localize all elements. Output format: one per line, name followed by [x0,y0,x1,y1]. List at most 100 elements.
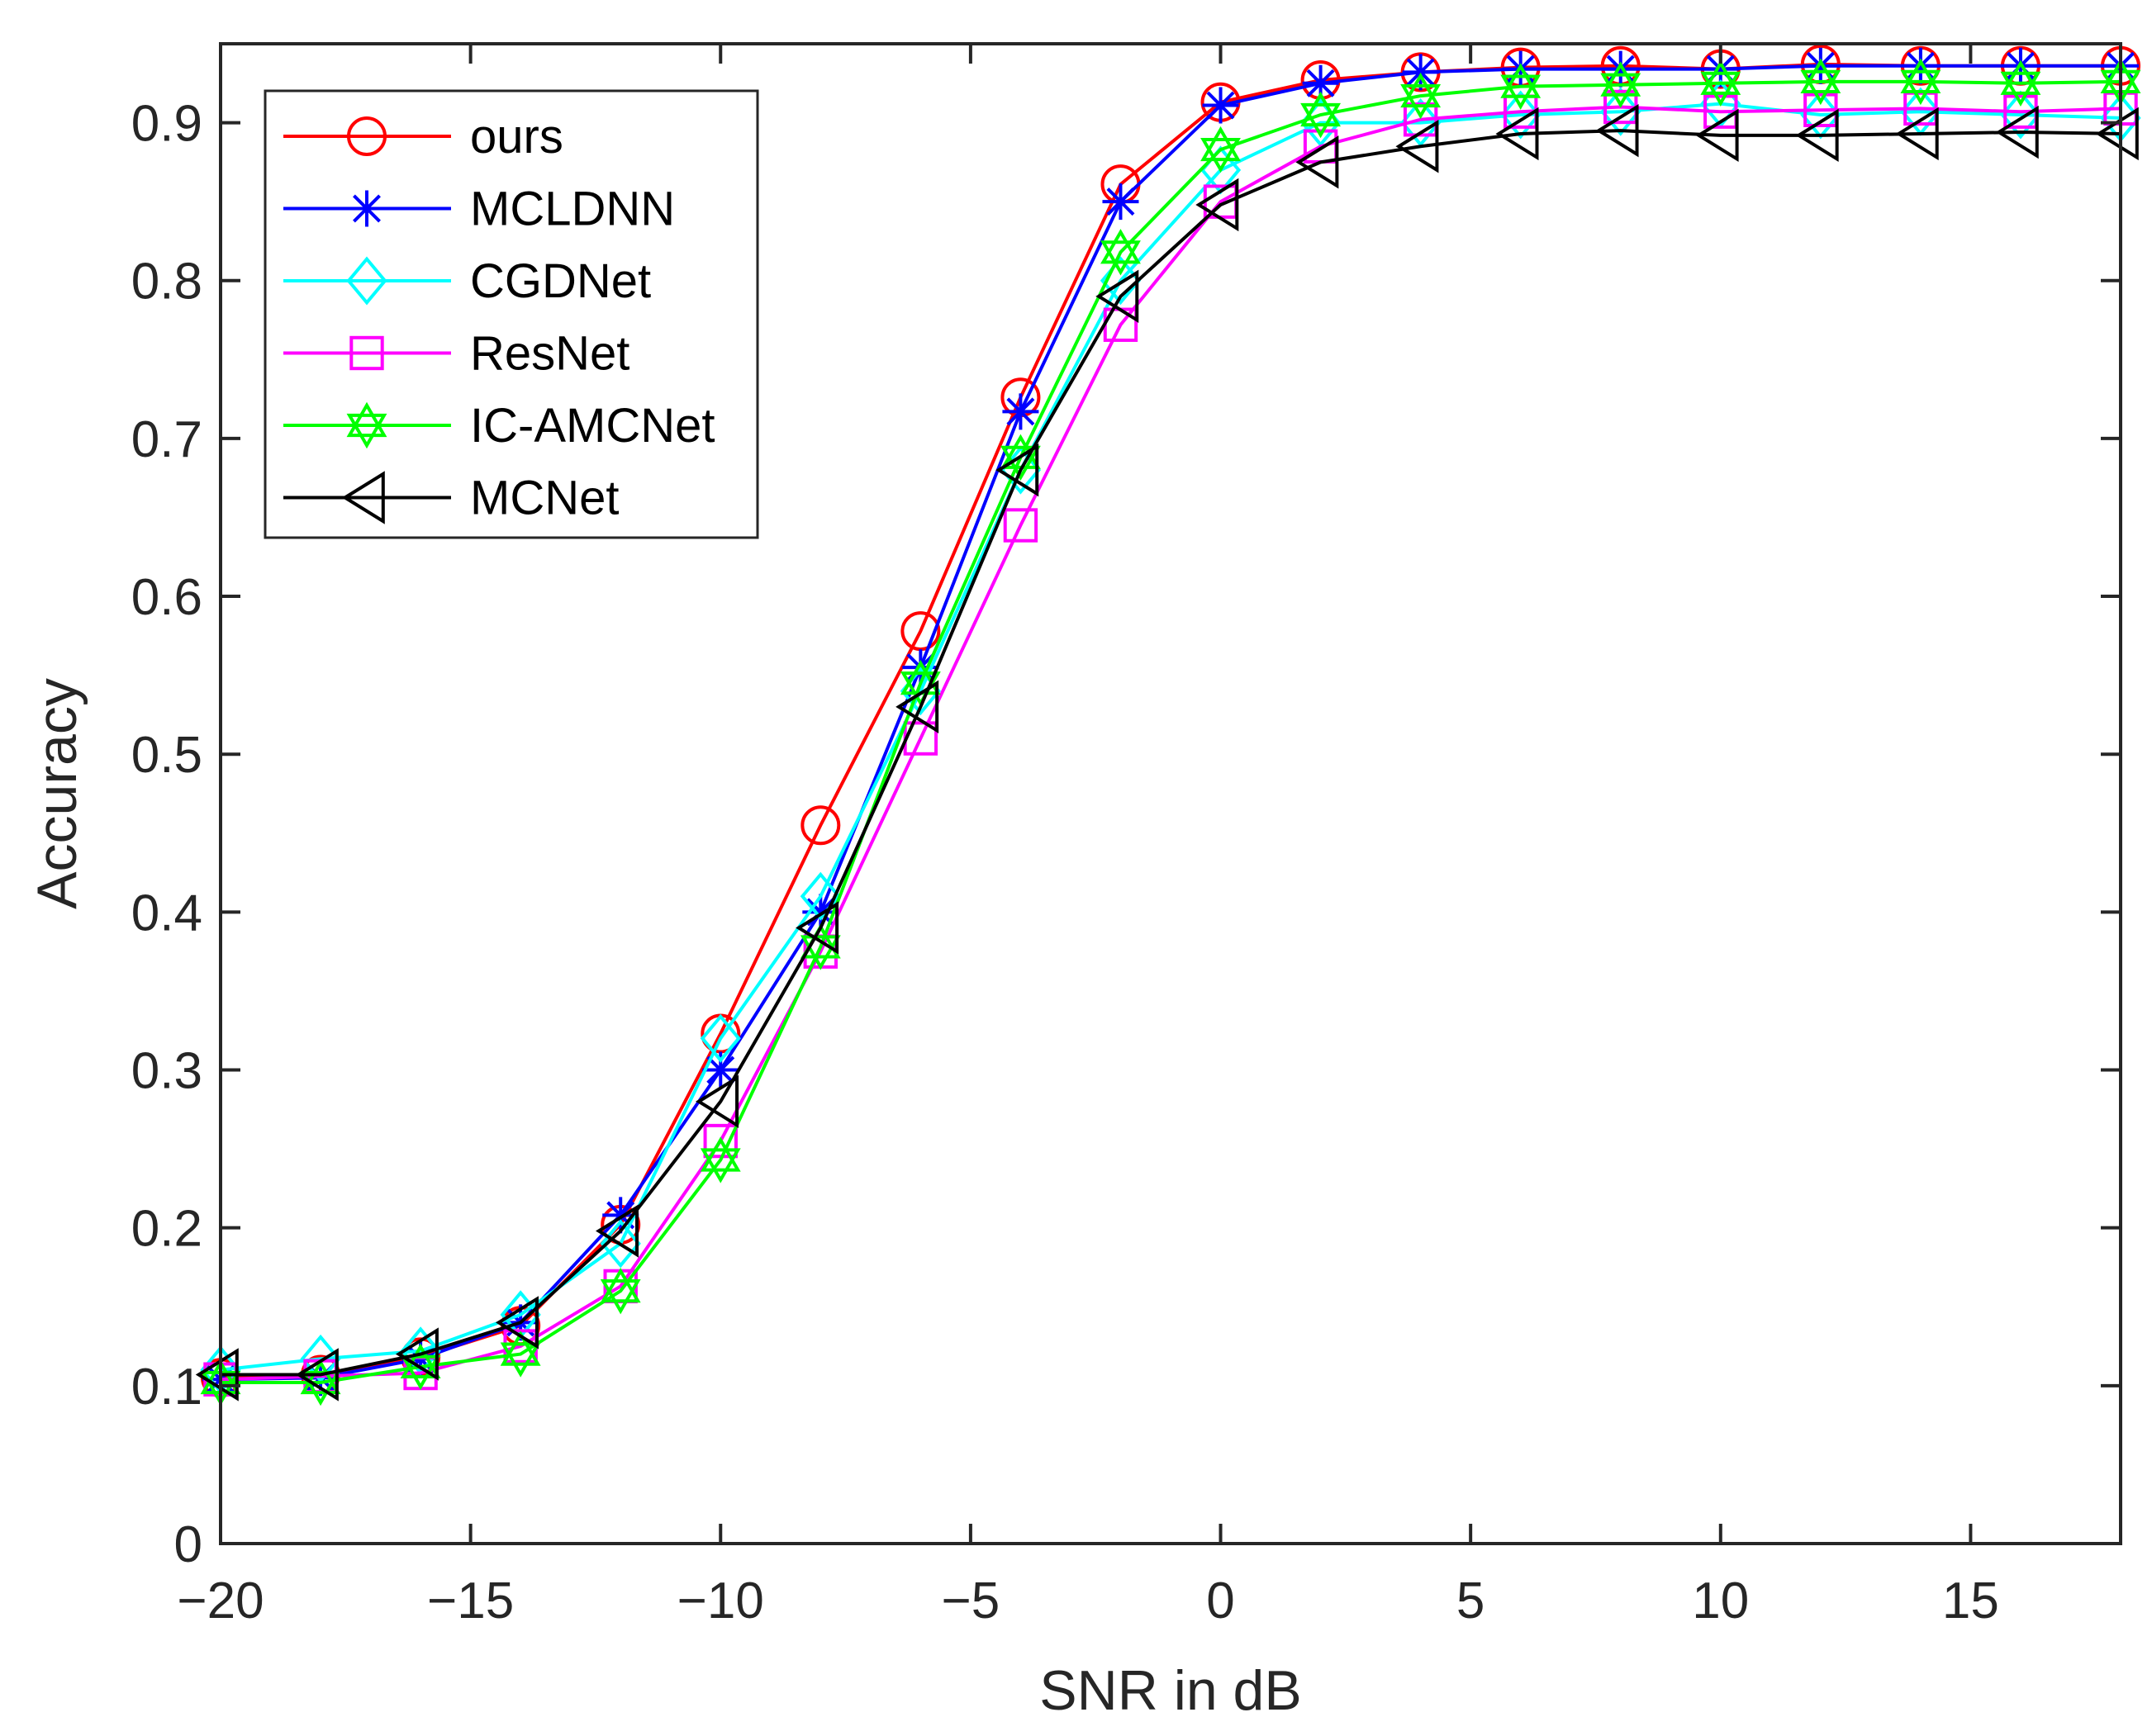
legend-entry: ours [283,110,563,164]
hexagram-marker [1700,59,1741,107]
triangle-marker [895,680,939,734]
y-tick-label: 0.6 [131,569,202,626]
diamond-marker [346,256,387,306]
hexagram-marker [2000,59,2041,107]
diamond-marker [1500,90,1542,140]
asterisk-marker [349,190,385,227]
asterisk-marker [1602,50,1639,88]
triangle-marker [1595,103,1639,158]
asterisk-marker [1002,393,1039,430]
hexagram-marker [346,401,387,449]
y-tick-label: 0.5 [131,727,202,784]
square-marker [1403,102,1438,137]
x-axis-label: SNR in dB [1039,1659,1301,1722]
triangle-marker [1195,178,1239,232]
triangle-marker [1295,135,1339,189]
asterisk-marker [1102,183,1139,221]
diamond-marker [800,871,841,921]
hexagram-marker [1900,58,1941,106]
triangle-marker [395,1327,439,1381]
hexagram-marker [1400,72,1442,120]
x-tick-label: −20 [177,1572,264,1629]
legend-label: MCLDNN [470,183,675,236]
legend-label: IC-AMCNet [470,399,715,453]
hexagram-marker [300,1359,341,1406]
square-marker [1003,508,1038,543]
diamond-marker [1400,98,1442,148]
triangle-marker [596,1204,639,1258]
square-marker [349,335,384,371]
y-axis-label: Accuracy [26,678,88,909]
diamond-marker [2000,90,2041,140]
asterisk-marker [1702,50,1739,88]
y-tick-label: 0.8 [131,254,202,311]
triangle-marker [295,1348,339,1402]
series-mcnet [195,103,2139,1402]
hexagram-marker [1100,229,1141,276]
hexagram-marker [1600,61,1641,108]
x-tick-label: 0 [1206,1572,1234,1629]
asterisk-marker [802,894,839,931]
legend: ours MCLDNN CGDNet ResNet IC-AMCNet MCNet [264,89,759,539]
triangle-marker [1495,107,1539,161]
asterisk-marker [1302,64,1339,102]
asterisk-marker [1802,47,1839,84]
y-tick-label: 0.3 [131,1043,202,1100]
triangle-marker [696,1074,739,1128]
y-tick-label: 0 [174,1516,202,1573]
diamond-marker [1600,87,1641,136]
legend-entry: IC-AMCNet [283,399,715,453]
legend-entry: MCLDNN [283,183,675,236]
asterisk-marker [1202,87,1239,124]
asterisk-marker [702,1051,739,1089]
x-tick-label: 5 [1456,1572,1485,1629]
hexagram-marker [700,1136,741,1183]
diamond-marker [300,1334,341,1383]
x-tick-label: 15 [1942,1572,1999,1629]
legend-entry: CGDNet [283,254,651,308]
triangle-marker [995,443,1039,497]
diamond-marker [700,1013,741,1063]
asterisk-marker [602,1197,639,1234]
circle-marker [347,116,387,156]
asterisk-marker [1902,47,1939,84]
triangle-marker [1995,105,2039,159]
hexagram-marker [1300,91,1342,139]
triangle-marker [1395,120,1439,173]
y-tick-label: 0.9 [131,96,202,153]
triangle-marker [341,471,385,524]
hexagram-marker [1800,58,1841,106]
legend-label: MCNet [470,472,619,525]
triangle-marker [796,901,839,955]
triangle-marker [195,1348,239,1402]
hexagram-marker [500,1330,541,1378]
y-tick-label: 0.4 [131,885,202,942]
hexagram-marker [1500,63,1542,110]
y-tick-label: 0.7 [131,411,202,468]
legend-entry: MCNet [283,471,619,525]
x-tick-label: −10 [677,1572,764,1629]
legend-entry: ResNet [283,327,629,381]
axes: −20 −15 −10 −5 0 5 10 15 0 0.1 0.2 0.3 0.4 0.5 0.6 0.7 0… [131,42,2122,1629]
asterisk-marker [1402,54,1439,91]
y-tick-label: 0.1 [131,1359,202,1416]
legend-label: ResNet [470,327,629,381]
hexagram-marker [1200,126,1241,173]
y-tick-label: 0.2 [131,1201,202,1258]
legend-label: ours [470,110,563,164]
hexagram-marker [600,1267,641,1315]
plot-area [195,44,2141,1406]
triangle-marker [1095,269,1139,324]
legend-box [264,89,759,539]
triangle-marker [495,1296,539,1349]
axes-box [219,42,2122,1545]
circle-marker [800,805,841,846]
triangle-marker [1795,108,1839,163]
x-tick-label: 10 [1692,1572,1749,1629]
legend-label: CGDNet [470,254,651,308]
x-tick-label: −15 [427,1572,514,1629]
triangle-marker [1895,107,1939,161]
x-tick-label: −5 [942,1572,1000,1629]
triangle-marker [1695,108,1739,163]
